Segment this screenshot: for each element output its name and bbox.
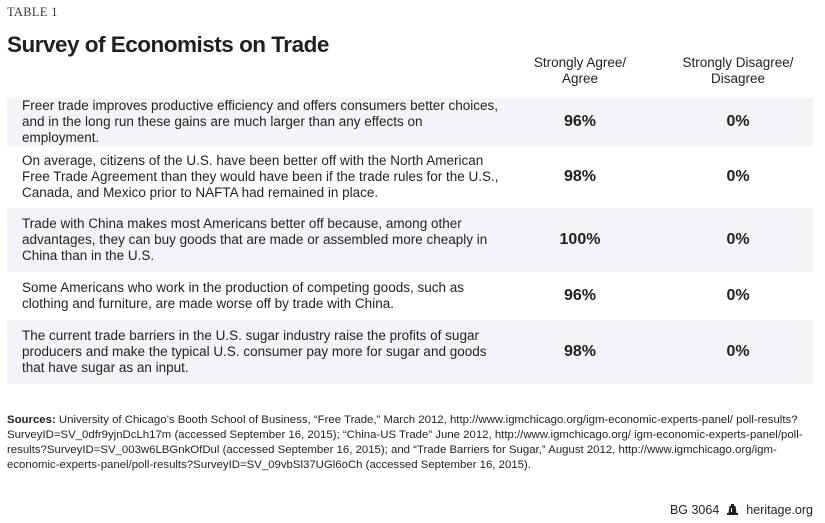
table-row: The current trade barriers in the U.S. s…: [7, 320, 813, 384]
column-header-agree-line2: Agree: [561, 71, 599, 86]
statement: Freer trade improves productive efficien…: [22, 98, 498, 145]
report-code: BG 3064: [669, 503, 720, 517]
column-header-disagree-line2: Disagree: [710, 71, 766, 86]
table-label: TABLE 1: [7, 5, 58, 19]
agree-value: 98%: [563, 343, 597, 360]
column-header-agree: Strongly Agree/ Agree: [505, 55, 655, 87]
statement: On average, citizens of the U.S. have be…: [22, 153, 499, 200]
liberty-bell-icon: [727, 504, 739, 516]
column-header-agree-line1: Strongly Agree/: [533, 55, 627, 70]
disagree-value: 0%: [726, 231, 750, 248]
column-header-disagree-line1: Strongly Disagree/: [682, 55, 794, 70]
agree-value: 96%: [563, 113, 597, 130]
site-link[interactable]: heritage.org: [746, 503, 813, 517]
footer: BG 3064 heritage.org: [670, 503, 813, 517]
agree-value: 96%: [563, 287, 597, 304]
agree-value: 98%: [563, 168, 597, 185]
table-row: On average, citizens of the U.S. have be…: [7, 146, 813, 208]
disagree-value: 0%: [726, 113, 750, 130]
column-header-disagree: Strongly Disagree/ Disagree: [663, 55, 813, 87]
disagree-value: 0%: [726, 287, 750, 304]
sources-label: Sources:: [7, 414, 56, 426]
disagree-value: 0%: [726, 343, 750, 360]
table-row: Trade with China makes most Americans be…: [7, 208, 813, 272]
agree-value: 100%: [559, 231, 601, 248]
disagree-value: 0%: [726, 168, 750, 185]
statement: The current trade barriers in the U.S. s…: [22, 328, 487, 375]
statement: Trade with China makes most Americans be…: [22, 216, 488, 263]
survey-table: Freer trade improves productive efficien…: [7, 98, 813, 384]
table-row: Freer trade improves productive efficien…: [7, 98, 813, 146]
sources-text: University of Chicago’s Booth School of …: [7, 414, 803, 471]
table-row: Some Americans who work in the productio…: [7, 272, 813, 320]
sources-note: Sources: University of Chicago’s Booth S…: [7, 413, 807, 473]
statement: Some Americans who work in the productio…: [22, 280, 464, 311]
table-title: Survey of Economists on Trade: [7, 32, 329, 57]
